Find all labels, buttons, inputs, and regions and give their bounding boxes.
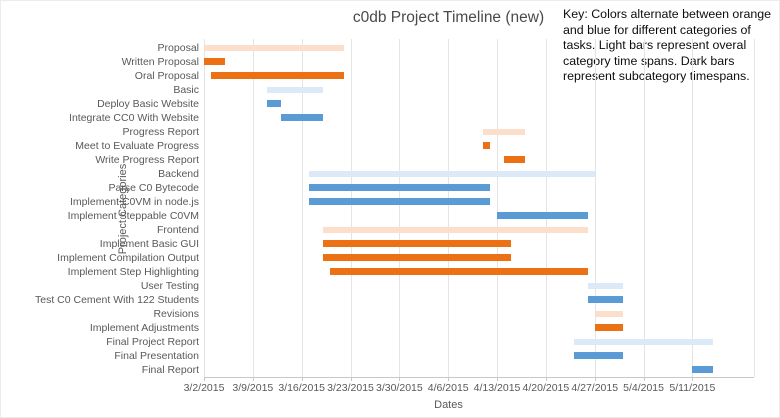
category-label: Meet to Evaluate Progress xyxy=(75,140,199,152)
axis-tick xyxy=(350,377,352,381)
x-tick-label: 5/11/2015 xyxy=(669,382,716,394)
axis-tick xyxy=(448,377,450,381)
gridline xyxy=(399,39,401,377)
gridline xyxy=(594,39,596,377)
gridline xyxy=(692,39,694,377)
gridline xyxy=(204,39,205,377)
gantt-bar xyxy=(587,283,623,289)
category-label: Final Project Report xyxy=(106,336,199,348)
gridline xyxy=(643,39,645,377)
gantt-bar xyxy=(504,156,525,163)
category-label: Frontend xyxy=(156,224,199,236)
gantt-bar xyxy=(594,324,623,331)
axis-tick xyxy=(643,377,645,381)
category-label: Implement Basic GUI xyxy=(99,238,199,250)
key-note-line: and blue for different categories of xyxy=(563,22,751,37)
x-tick-label: 3/2/2015 xyxy=(183,382,225,394)
category-label: User Testing xyxy=(140,280,199,292)
gantt-bar xyxy=(497,212,588,219)
gantt-bar xyxy=(483,129,525,135)
axis-tick xyxy=(692,377,694,381)
category-label: Implement Adjustments xyxy=(89,322,199,334)
gantt-bar xyxy=(483,142,491,149)
x-tick-label: 4/13/2015 xyxy=(473,382,521,394)
category-label: Implement C0VM in node.js xyxy=(70,196,199,208)
gantt-bar xyxy=(594,311,623,317)
axis-tick xyxy=(399,377,401,381)
category-label: Test C0 Cement With 122 Students xyxy=(35,294,199,306)
category-label: Basic xyxy=(173,84,199,96)
axis-tick xyxy=(301,377,303,381)
gantt-bar xyxy=(322,227,588,233)
gantt-bar xyxy=(329,268,588,275)
gantt-bar xyxy=(211,72,344,79)
x-tick-label: 3/16/2015 xyxy=(278,382,326,394)
category-label: Written Proposal xyxy=(121,56,199,68)
category-label: Progress Report xyxy=(122,126,199,138)
key-note-line: represent subcategory timespans. xyxy=(563,69,750,84)
category-label: Proposal xyxy=(157,42,199,54)
gantt-bar xyxy=(692,366,714,373)
key-note-line: category time spans. Dark bars xyxy=(563,53,735,68)
gantt-bar xyxy=(322,254,511,261)
category-label: Write Progress Report xyxy=(95,154,199,166)
gridline xyxy=(350,39,352,377)
gantt-bar xyxy=(204,58,225,65)
gantt-bar xyxy=(573,339,714,345)
category-label: Implement Compilation Output xyxy=(57,252,199,264)
x-axis-line xyxy=(204,377,754,378)
axis-tick xyxy=(545,377,547,381)
gantt-bar xyxy=(204,45,344,51)
x-tick-label: 4/20/2015 xyxy=(522,382,570,394)
category-label: Implement Step Highlighting xyxy=(67,266,199,278)
axis-tick xyxy=(497,377,499,381)
category-label: Integrate CC0 With Website xyxy=(69,112,199,124)
x-tick-label: 4/6/2015 xyxy=(427,382,469,394)
gridline xyxy=(252,39,254,377)
category-label: Deploy Basic Website xyxy=(97,98,199,110)
x-tick-label: 4/27/2015 xyxy=(571,382,619,394)
gantt-bar xyxy=(322,240,511,247)
gridline xyxy=(545,39,547,377)
x-tick-label: 3/9/2015 xyxy=(232,382,274,394)
key-note: Key: Colors alternate between orange and … xyxy=(563,7,779,85)
gantt-bar xyxy=(587,296,623,303)
x-tick-label: 5/4/2015 xyxy=(623,382,664,394)
category-label: Oral Proposal xyxy=(134,70,199,82)
category-label: Final Report xyxy=(141,364,199,376)
chart-title: c0db Project Timeline (new) xyxy=(352,9,545,26)
gantt-bar xyxy=(573,352,623,359)
gridline xyxy=(448,39,450,377)
gantt-bar xyxy=(266,87,323,93)
gantt-bar xyxy=(266,100,281,107)
plot-right-border xyxy=(754,39,755,377)
x-axis-title: Dates xyxy=(434,399,463,411)
category-label: Implement Steppable C0VM xyxy=(67,210,199,222)
category-label: Final Presentation xyxy=(114,350,199,362)
key-note-line: Key: Colors alternate between orange xyxy=(563,7,772,21)
axis-tick xyxy=(204,377,205,381)
gantt-bar xyxy=(308,171,595,177)
x-tick-label: 3/30/2015 xyxy=(376,382,423,394)
axis-tick xyxy=(594,377,596,381)
category-label: Backend xyxy=(158,168,199,180)
gantt-bar xyxy=(308,184,491,191)
gridline xyxy=(497,39,499,377)
gantt-bar xyxy=(308,198,491,205)
axis-tick xyxy=(252,377,254,381)
category-label: Parse C0 Bytecode xyxy=(108,182,199,194)
x-tick-label: 3/23/2015 xyxy=(327,382,374,394)
gantt-bar xyxy=(280,114,323,121)
key-note-line: tasks. Light bars represent overal xyxy=(563,38,747,53)
gridline xyxy=(301,39,303,377)
category-label: Revisions xyxy=(153,308,199,320)
